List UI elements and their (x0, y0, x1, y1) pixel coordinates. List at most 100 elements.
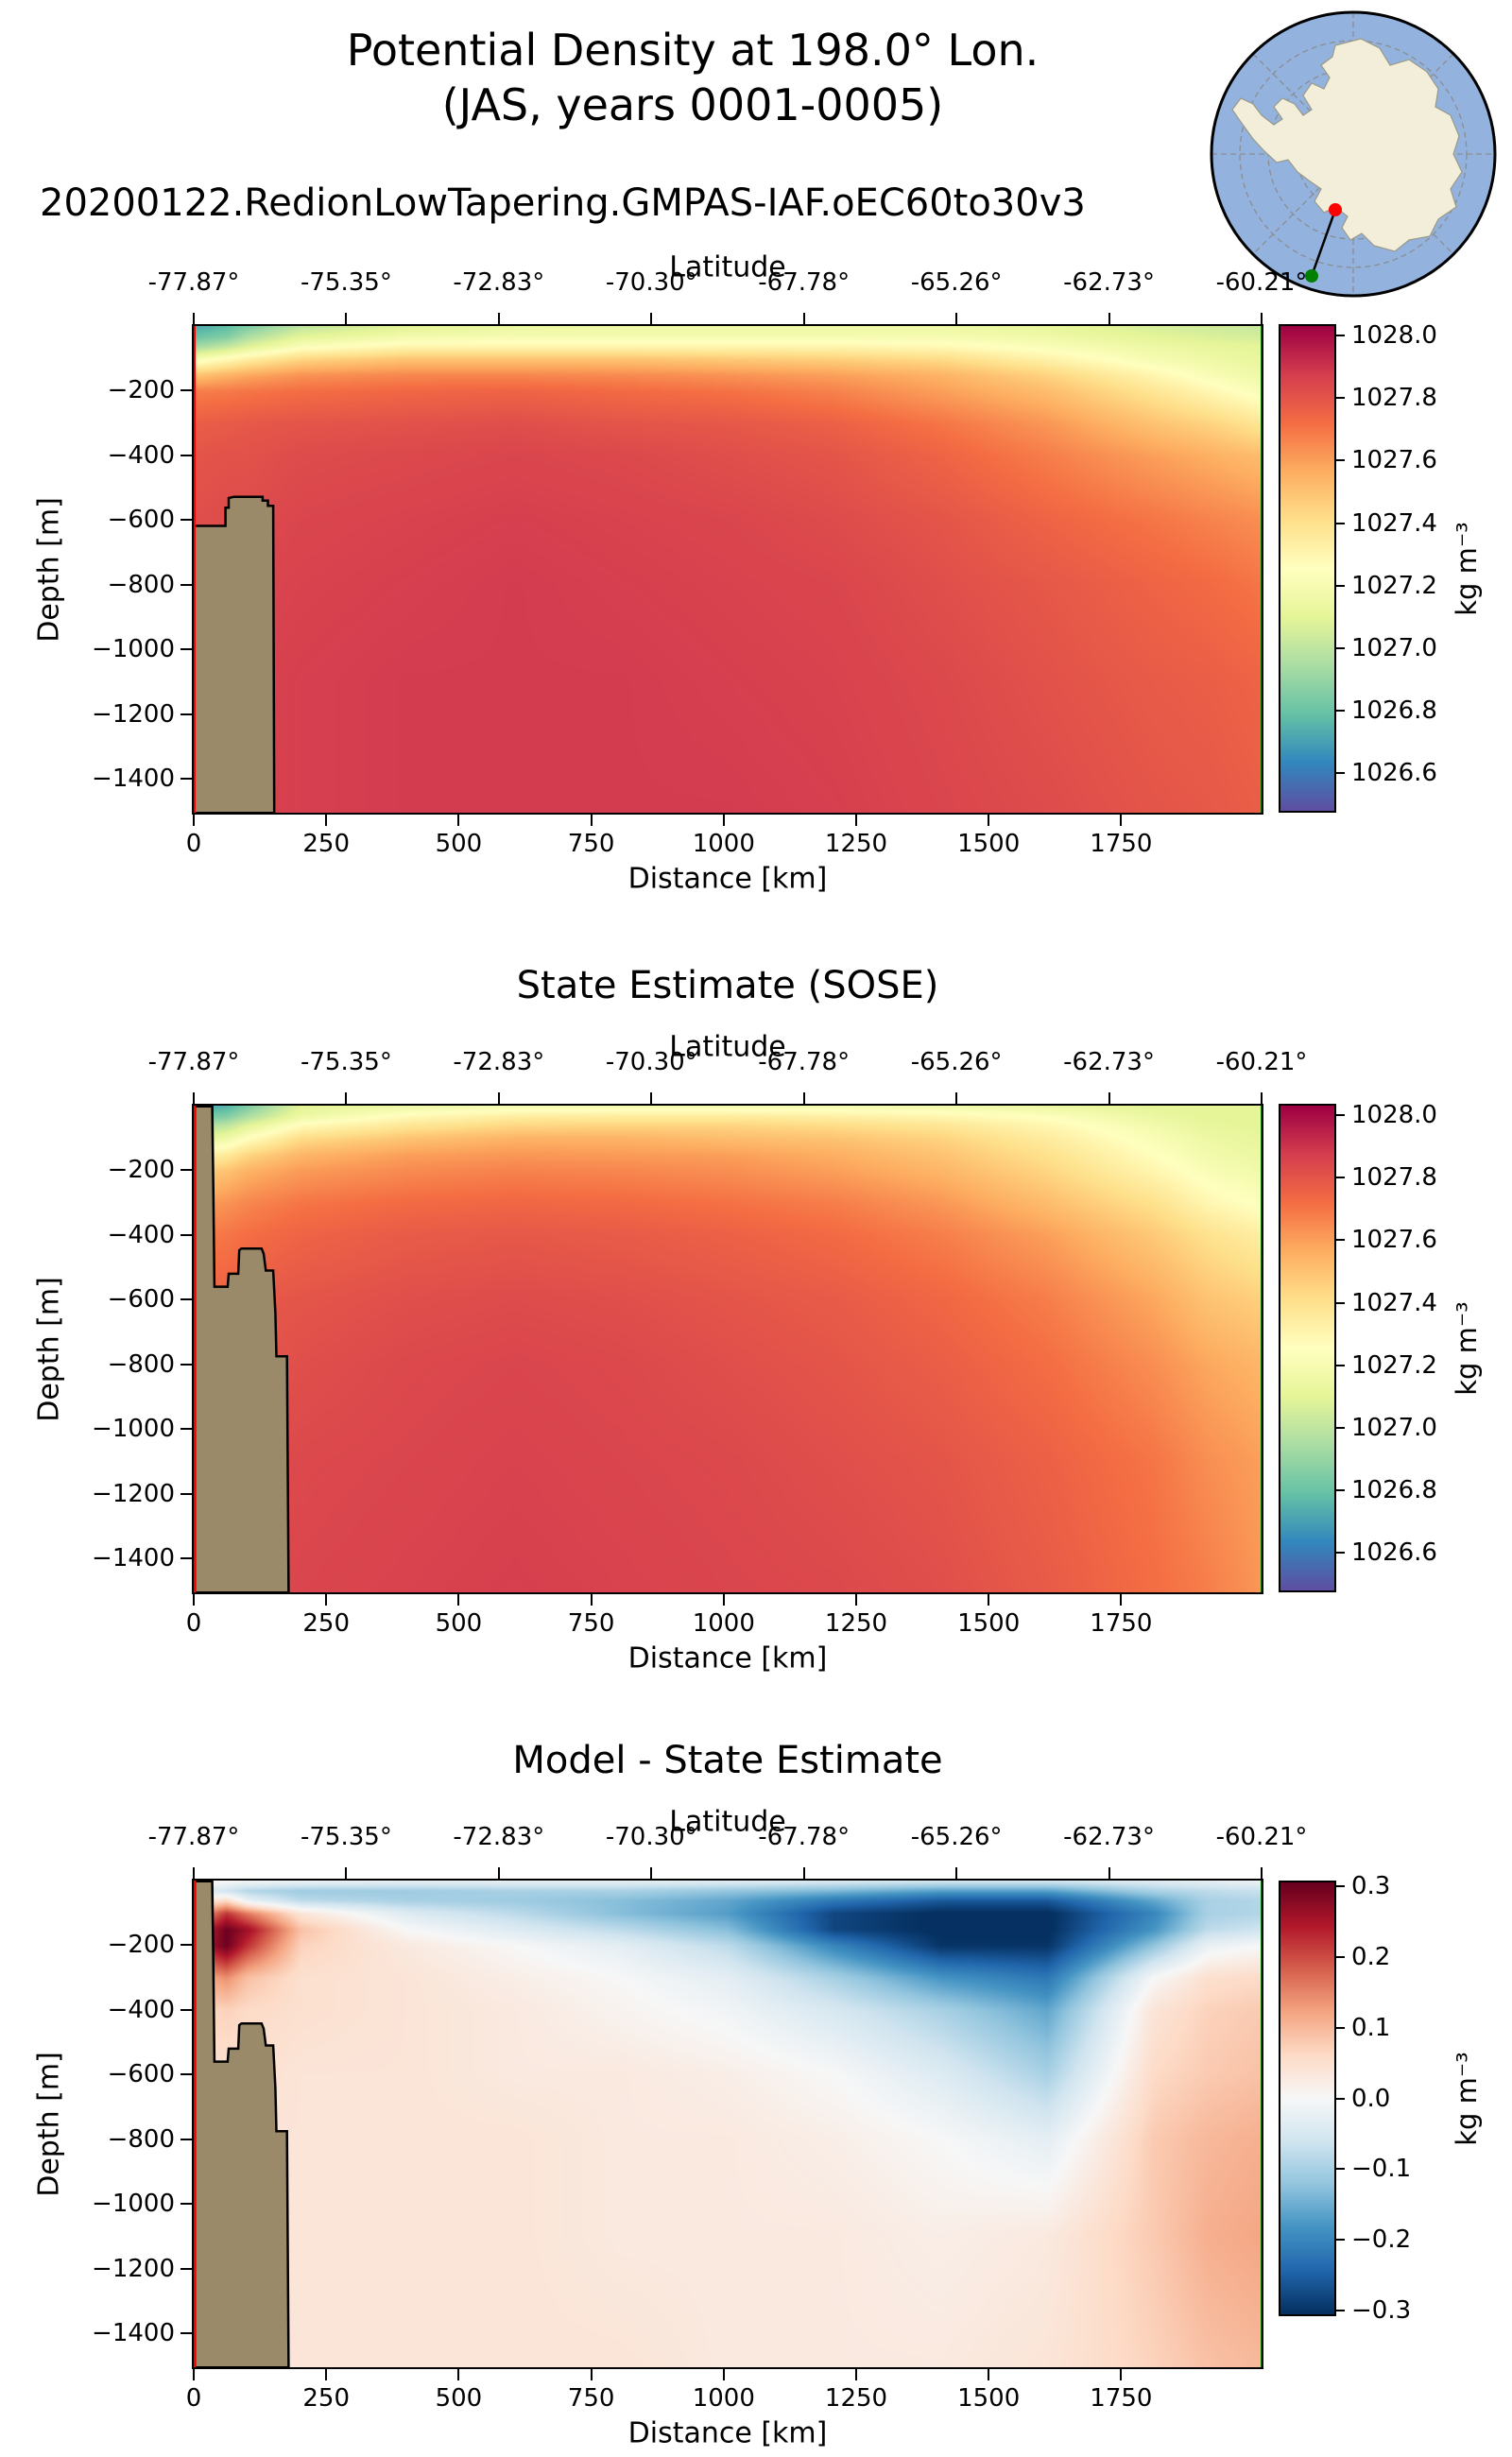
land-bathymetry (194, 1881, 290, 2367)
x-tick-mark (590, 1594, 593, 1606)
x-tick-label: 0 (185, 2384, 202, 2413)
depth-tick-label: −600 (107, 506, 175, 535)
lat-tick-mark (497, 1092, 500, 1104)
colorbar-tick-mark (1336, 522, 1345, 524)
lat-tick-label: -75.35° (301, 1048, 392, 1076)
lat-tick-mark (1261, 1092, 1263, 1104)
colorbar-tick-label: 1028.0 (1351, 320, 1437, 350)
lat-tick-label: -62.73° (1063, 1048, 1155, 1076)
depth-tick-label: −400 (107, 1995, 175, 2024)
x-tick-mark (457, 1594, 460, 1606)
land-polygon (194, 495, 276, 813)
colorbar-tick-mark (1336, 1177, 1345, 1179)
depth-tick-label: −1200 (92, 2254, 175, 2283)
colorbar-tick-mark (1336, 2310, 1345, 2312)
x-tick-mark (325, 1594, 328, 1606)
inset-map (1210, 10, 1497, 298)
colorbar-tick-label: 1027.6 (1351, 446, 1437, 475)
lat-tick-mark (802, 1092, 805, 1104)
depth-tick-mark (180, 519, 192, 522)
lat-tick-mark (1108, 1092, 1110, 1104)
depth-tick-mark (180, 454, 192, 456)
depth-tick-mark (180, 1363, 192, 1366)
depth-tick-mark (180, 2073, 192, 2076)
section-end-line (1261, 326, 1262, 813)
x-tick-label: 1750 (1090, 830, 1153, 858)
colorbar-tick-mark (1336, 584, 1345, 587)
depth-tick-mark (180, 583, 192, 586)
colorbar-tick-mark (1336, 1364, 1345, 1366)
colorbar-tick-label: 1026.8 (1351, 1476, 1437, 1505)
depth-tick-label: −1000 (92, 635, 175, 664)
section-start-line (194, 326, 196, 813)
depth-tick-mark (180, 1557, 192, 1560)
depth-tick-mark (180, 2138, 192, 2140)
x-axis-label: Distance [km] (627, 1641, 828, 1675)
x-tick-mark (722, 815, 725, 826)
lat-tick-mark (193, 1867, 195, 1879)
land-polygon (194, 1881, 290, 2367)
plot-area (192, 1879, 1263, 2369)
colorbar-tick-mark (1336, 459, 1345, 462)
panel-title: State Estimate (SOSE) (516, 964, 939, 1007)
colorbar-tick-mark (1336, 2026, 1345, 2029)
depth-tick-label: −400 (107, 440, 175, 470)
x-tick-mark (457, 815, 460, 826)
depth-tick-mark (180, 1169, 192, 1172)
panel-title: Model - State Estimate (512, 1739, 943, 1782)
colorbar-tick-mark (1336, 397, 1345, 400)
depth-tick-label: −600 (107, 2060, 175, 2089)
x-tick-label: 500 (435, 830, 483, 858)
x-tick-label: 1000 (692, 2384, 755, 2413)
colorbar-canvas (1279, 324, 1336, 813)
colorbar-tick-mark (1336, 1239, 1345, 1242)
colorbar-tick-label: 1028.0 (1351, 1100, 1437, 1129)
colorbar-tick-label: 1027.2 (1351, 1350, 1437, 1380)
colorbar-tick-label: 1027.8 (1351, 1163, 1437, 1193)
colorbar-tick-mark (1336, 772, 1345, 775)
section-start-line (194, 1881, 196, 2367)
depth-tick-label: −800 (107, 570, 175, 599)
colorbar-tick-mark (1336, 1552, 1345, 1555)
colorbar-tick-mark (1336, 1301, 1345, 1304)
lat-tick-mark (345, 1867, 348, 1879)
lat-tick-label: -70.30° (605, 1048, 697, 1076)
lat-tick-mark (1261, 313, 1263, 324)
colorbar-tick-label: −0.1 (1351, 2155, 1412, 2184)
lat-tick-label: -62.73° (1063, 268, 1155, 297)
lat-tick-mark (497, 1867, 500, 1879)
top-axis-label: Latitude (669, 1805, 786, 1839)
depth-tick-mark (180, 713, 192, 715)
lat-tick-label: -60.21° (1215, 1048, 1308, 1076)
colorbar-tick-mark (1336, 1955, 1345, 1958)
depth-tick-label: −1400 (92, 1544, 175, 1573)
colorbar-unit-label: kg m⁻³ (1451, 521, 1483, 616)
lat-tick-mark (1108, 1867, 1110, 1879)
colorbar-tick-mark (1336, 1426, 1345, 1429)
x-tick-label: 0 (185, 830, 202, 858)
x-tick-mark (988, 2369, 990, 2380)
colorbar-unit-label: kg m⁻³ (1451, 2051, 1483, 2146)
colorbar-tick-label: −0.3 (1351, 2296, 1412, 2326)
plot-area (192, 324, 1263, 815)
x-tick-label: 500 (435, 1609, 483, 1638)
y-axis-label: Depth [m] (32, 496, 66, 643)
x-tick-mark (988, 815, 990, 826)
colorbar-tick-label: 1027.2 (1351, 571, 1437, 600)
lat-tick-label: -77.87° (147, 1823, 240, 1851)
section-start-line (194, 1106, 196, 1592)
lat-tick-label: -67.78° (758, 1823, 850, 1851)
density-field-canvas (194, 1106, 1262, 1592)
land-polygon (194, 1106, 290, 1592)
x-tick-label: 1000 (692, 1609, 755, 1638)
x-tick-label: 1750 (1090, 1609, 1153, 1638)
depth-tick-mark (180, 2332, 192, 2335)
x-tick-label: 1500 (957, 830, 1021, 858)
lat-tick-label: -77.87° (147, 1048, 240, 1076)
x-tick-mark (722, 2369, 725, 2380)
depth-tick-label: −1400 (92, 2319, 175, 2348)
colorbar-tick-label: 0.0 (1351, 2084, 1391, 2113)
figure-title-line1: Potential Density at 198.0° Lon. (346, 25, 1040, 76)
depth-tick-label: −200 (107, 376, 175, 405)
